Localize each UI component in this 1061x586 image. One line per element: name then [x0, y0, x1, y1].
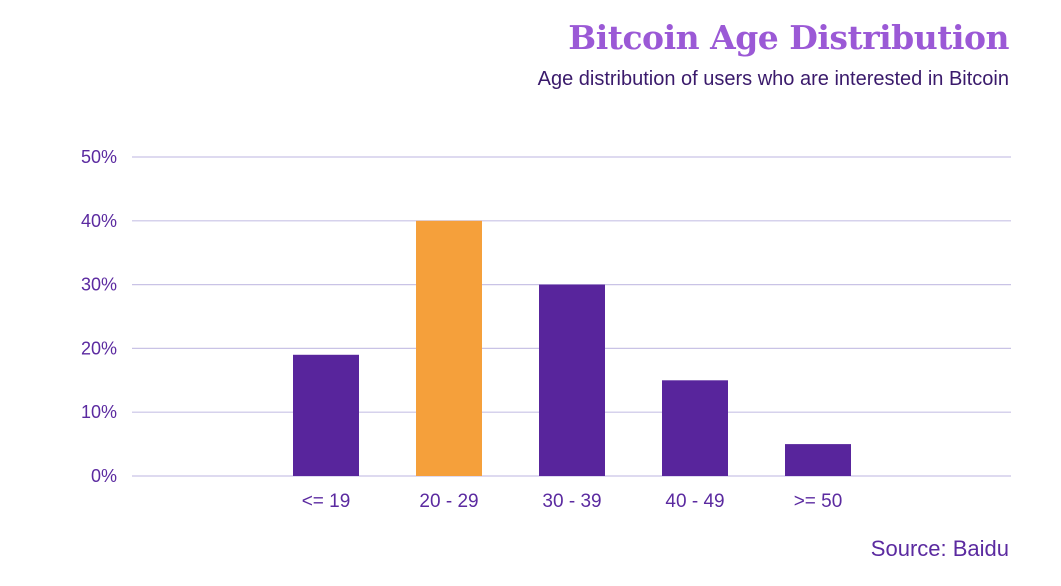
y-tick-label: 10%: [81, 402, 117, 422]
y-tick-label: 40%: [81, 211, 117, 231]
bar: [416, 220, 482, 476]
y-tick-label: 20%: [81, 338, 117, 358]
bar: [785, 444, 851, 476]
y-axis-tick-labels: 0% 10% 20% 30% 40% 50%: [81, 147, 117, 486]
bar: [293, 354, 359, 476]
chart-title: Bitcoin Age Distribution: [568, 18, 1009, 57]
bars: [293, 220, 851, 476]
bar: [662, 380, 728, 476]
x-axis-category-labels: <= 19 20 - 29 30 - 39 40 - 49 >= 50: [302, 491, 843, 512]
y-tick-label: 0%: [91, 466, 117, 486]
source-note: Source: Baidu: [870, 536, 1009, 561]
x-category-label: 40 - 49: [665, 491, 724, 512]
y-tick-label: 30%: [81, 275, 117, 295]
chart-subtitle: Age distribution of users who are intere…: [537, 68, 1009, 90]
x-category-label: >= 50: [794, 491, 843, 512]
x-category-label: 30 - 39: [542, 491, 601, 512]
y-tick-label: 50%: [81, 147, 117, 167]
x-category-label: 20 - 29: [419, 491, 478, 512]
bar: [539, 284, 605, 476]
x-category-label: <= 19: [302, 491, 351, 512]
